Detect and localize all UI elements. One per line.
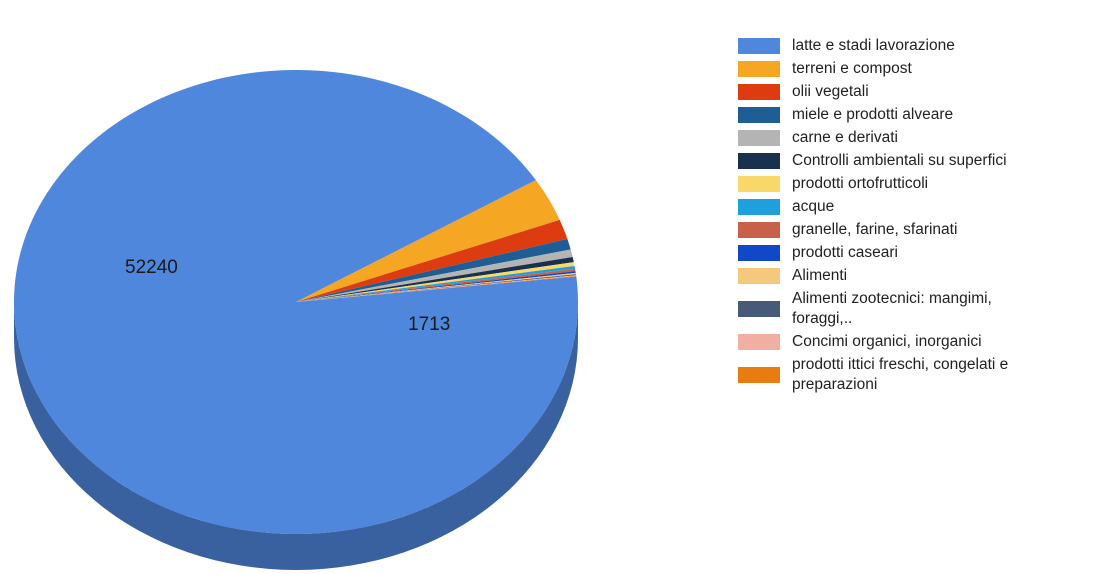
- legend-item: prodotti caseari: [738, 243, 1098, 263]
- pie-depth: [14, 302, 578, 570]
- legend-swatch: [738, 153, 780, 169]
- legend-item: olii vegetali: [738, 82, 1098, 102]
- legend-label: granelle, farine, sfarinati: [792, 221, 958, 238]
- pie-slice-granelle-farine-sfarinati: [296, 268, 576, 302]
- legend-swatch: [738, 301, 780, 317]
- pie-slice-terreni-e-compost: [296, 180, 560, 302]
- legend-label: prodotti ittici freschi, congelati e pre…: [792, 356, 1009, 393]
- pie-slice-olii-vegetali: [296, 219, 568, 302]
- pie-slice-alimenti: [296, 272, 576, 302]
- legend-label: olii vegetali: [792, 83, 869, 100]
- legend-swatch: [738, 61, 780, 77]
- pie-data-label: 52240: [125, 257, 178, 278]
- pie-chart: 52240 1713: [13, 69, 579, 570]
- legend-swatch: [738, 245, 780, 261]
- legend-item: carne e derivati: [738, 128, 1098, 148]
- legend-label: carne e derivati: [792, 129, 898, 146]
- legend-label: prodotti ortofrutticoli: [792, 175, 929, 192]
- legend-item: miele e prodotti alveare: [738, 105, 1098, 125]
- legend-item: Alimenti zootecnici: mangimi, foraggi,..: [738, 289, 1098, 329]
- legend-label: acque: [792, 198, 835, 215]
- pie-slice-prodotti-caseari: [296, 271, 576, 302]
- legend-swatch: [738, 130, 780, 146]
- legend-label: prodotti caseari: [792, 244, 898, 261]
- pie-slice-prodotti-ittici-freschi-congelati-e-preparazioni: [296, 276, 577, 302]
- pie-slice-latte-e-stadi-lavorazione: [13, 69, 579, 534]
- pie-data-label: 1713: [408, 314, 450, 335]
- legend-swatch: [738, 222, 780, 238]
- legend-item: latte e stadi lavorazione: [738, 36, 1098, 56]
- legend-item: Concimi organici, inorganici: [738, 332, 1098, 352]
- legend-swatch: [738, 84, 780, 100]
- legend-swatch: [738, 268, 780, 284]
- pie-slice-prodotti-ortofrutticoli: [296, 262, 575, 302]
- pie-slice-concimi-organici-inorganici: [296, 275, 577, 302]
- legend-label: Concimi organici, inorganici: [792, 333, 982, 350]
- legend-item: terreni e compost: [738, 59, 1098, 79]
- legend-label: terreni e compost: [792, 60, 912, 77]
- legend-label: latte e stadi lavorazione: [792, 37, 955, 54]
- legend-label: Controlli ambientali su superfici: [792, 152, 1007, 169]
- legend-label: Alimenti: [792, 267, 848, 284]
- legend-swatch: [738, 199, 780, 215]
- legend-label: miele e prodotti alveare: [792, 106, 954, 123]
- legend-item: prodotti ittici freschi, congelati e pre…: [738, 355, 1098, 395]
- pie-depth-latte-e-stadi-lavorazione: [14, 302, 578, 570]
- pie-data-labels: 52240 1713: [125, 257, 450, 335]
- chart-legend: latte e stadi lavorazione terreni e compo…: [738, 36, 1098, 398]
- pie-slice-acque: [296, 265, 576, 302]
- legend-swatch: [738, 107, 780, 123]
- legend-swatch: [738, 367, 780, 383]
- legend-swatch: [738, 176, 780, 192]
- legend-item: prodotti ortofrutticoli: [738, 174, 1098, 194]
- legend-item: Alimenti: [738, 266, 1098, 286]
- legend-item: Controlli ambientali su superfici: [738, 151, 1098, 171]
- pie-slice-controlli-ambientali-su-superfici: [296, 257, 574, 302]
- legend-swatch: [738, 38, 780, 54]
- legend-item: granelle, farine, sfarinati: [738, 220, 1098, 240]
- pie-slice-alimenti-zootecnici-mangimi-foraggi: [296, 274, 577, 302]
- legend-swatch: [738, 334, 780, 350]
- pie-slice-carne-e-derivati: [296, 249, 573, 302]
- legend-item: acque: [738, 197, 1098, 217]
- pie-slice-miele-e-prodotti-alveare: [296, 238, 571, 302]
- pie-slices: [13, 69, 579, 534]
- legend-label: Alimenti zootecnici: mangimi, foraggi,..: [792, 290, 992, 327]
